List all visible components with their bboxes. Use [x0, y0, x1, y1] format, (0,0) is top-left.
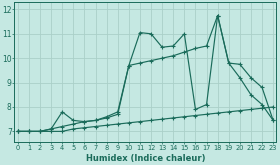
X-axis label: Humidex (Indice chaleur): Humidex (Indice chaleur): [86, 154, 205, 163]
